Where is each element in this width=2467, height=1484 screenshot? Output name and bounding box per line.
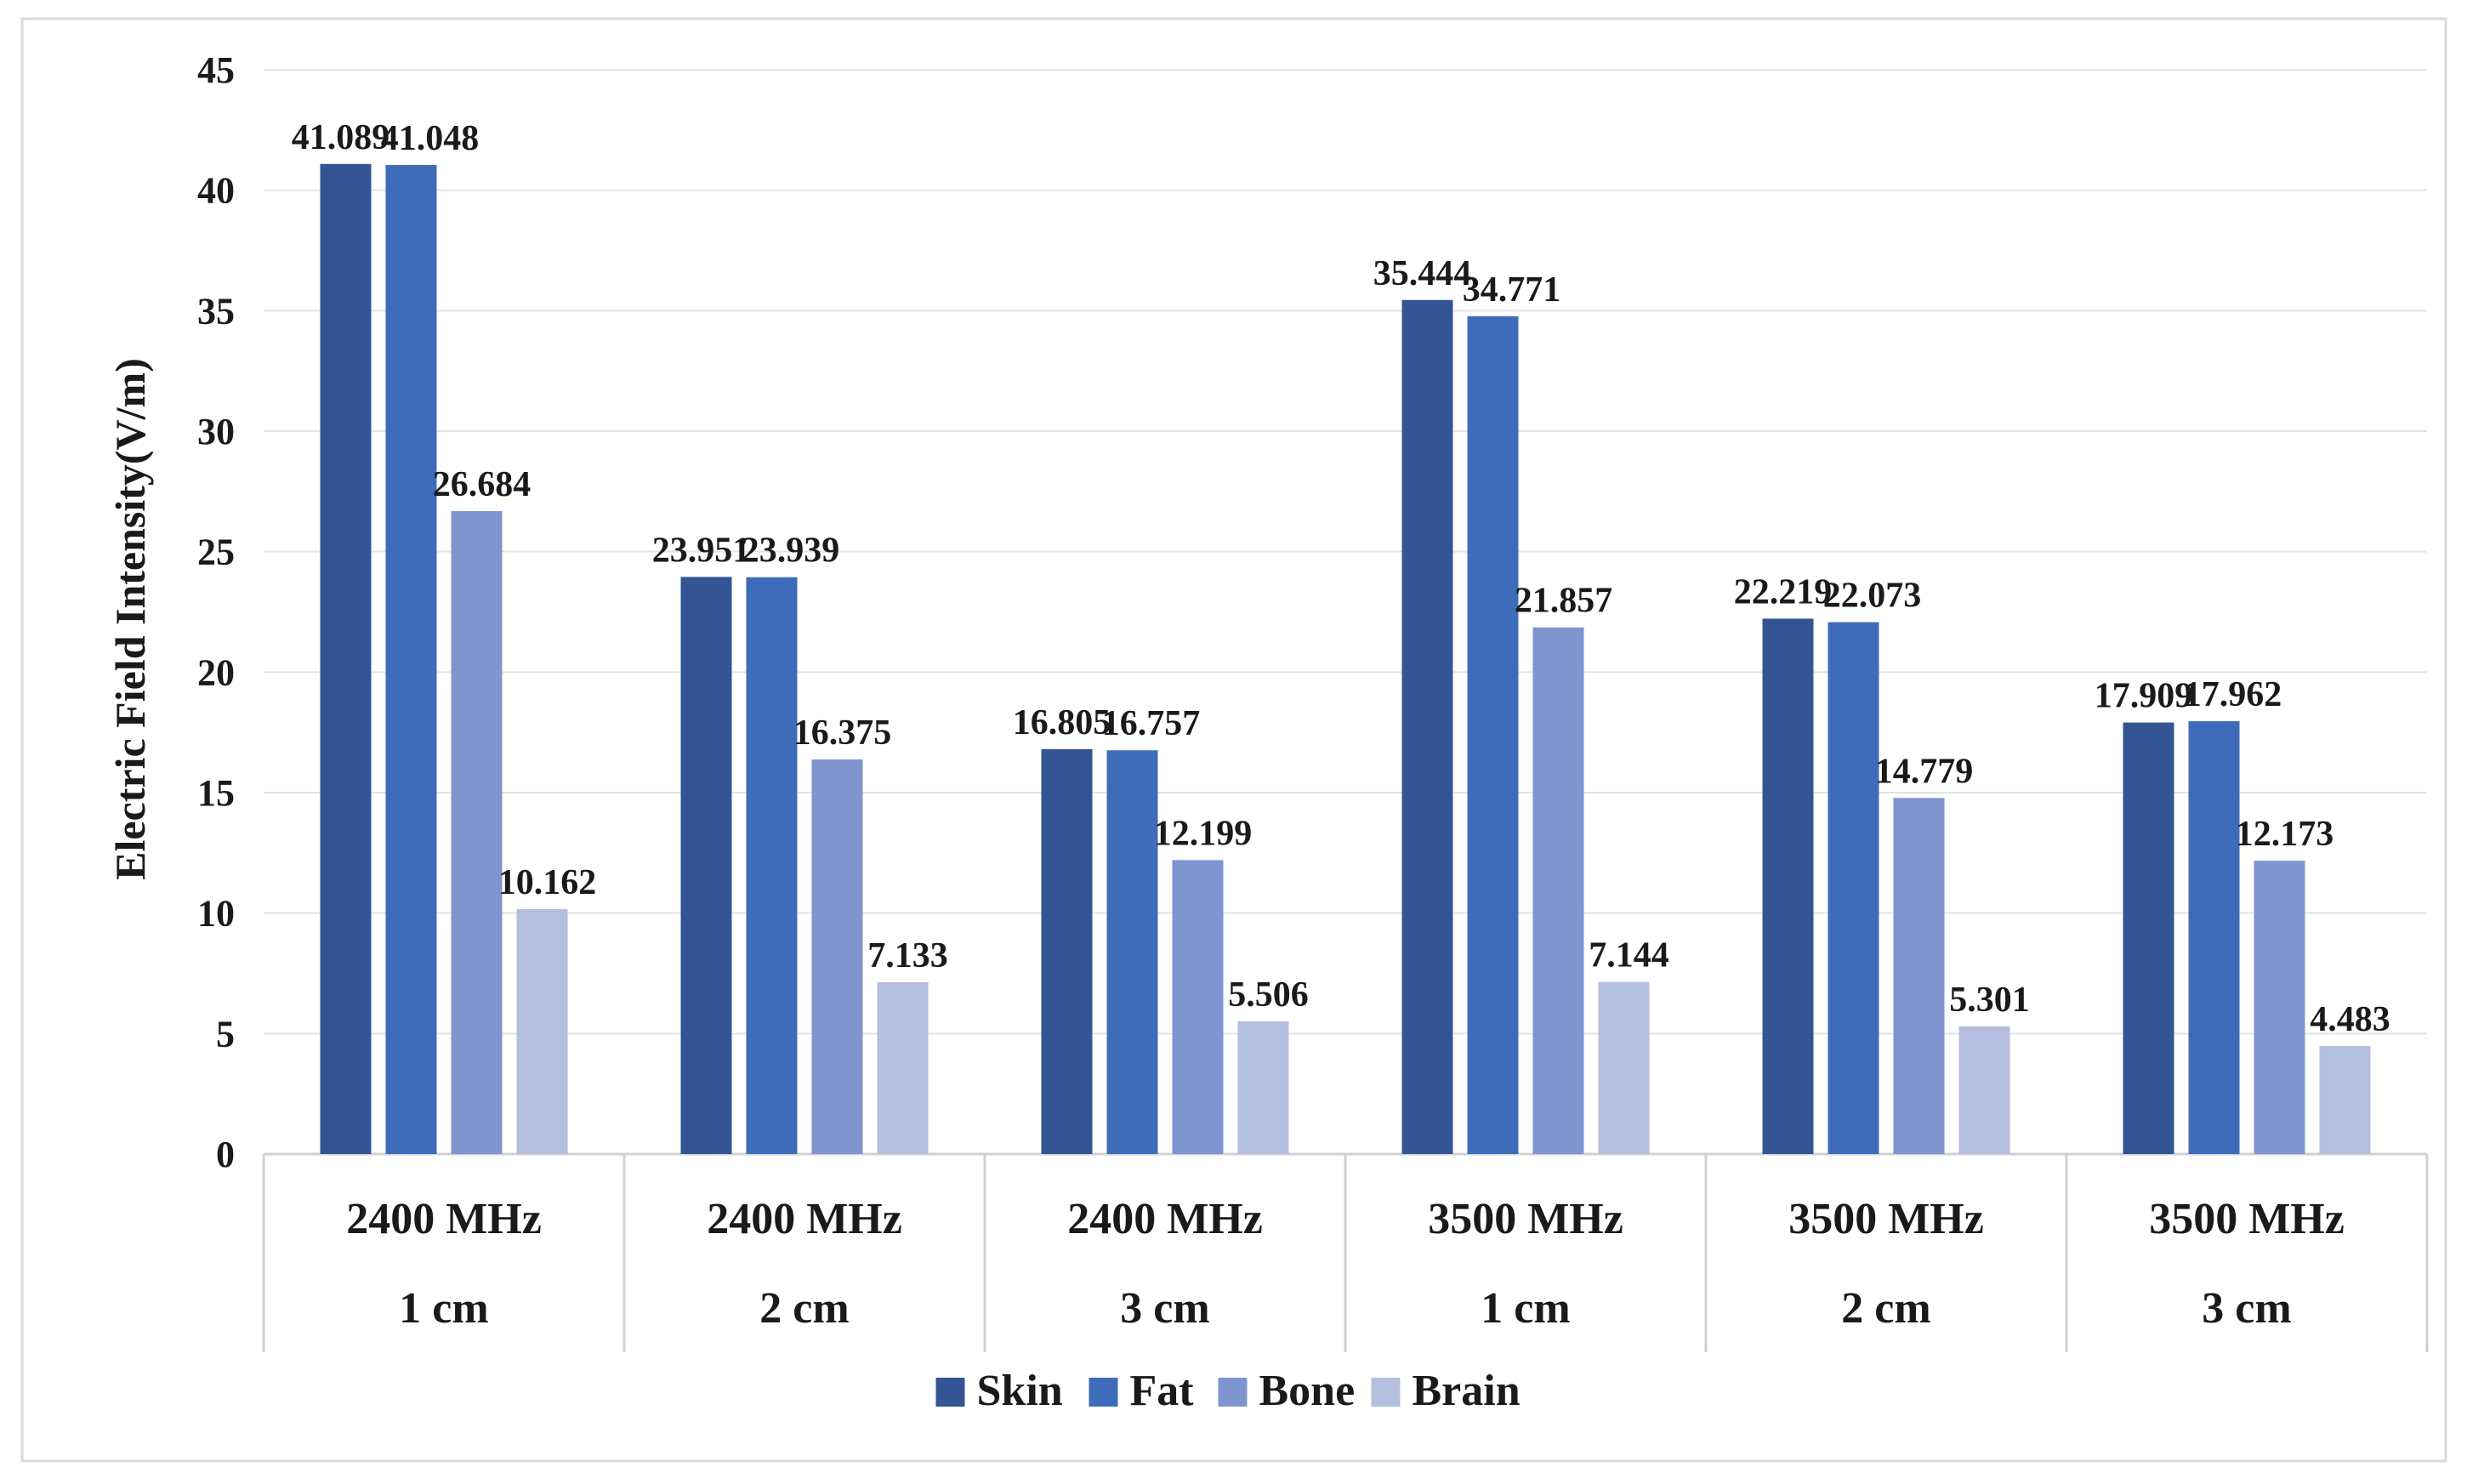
data-label-bone: 12.173: [2236, 815, 2334, 854]
data-label-fat: 23.939: [742, 532, 840, 571]
y-tick-label: 20: [197, 651, 235, 693]
data-label-brain: 7.133: [867, 936, 948, 975]
bars: [320, 163, 2371, 1155]
gridlines: [264, 69, 2427, 1035]
x-category-frequency-label: 2400 MHz: [707, 1195, 902, 1243]
bar-bone: [811, 759, 863, 1154]
legend-label: Brain: [1413, 1367, 1521, 1415]
data-label-bone: 16.375: [793, 714, 892, 753]
bar-fat: [1106, 750, 1158, 1154]
bar-bone: [1893, 798, 1945, 1154]
bar-skin: [1762, 618, 1814, 1154]
axes: 0 5 10 15 20 25 30 35 40 45 2400 MHz 1 cm 2400 MHz 2 …: [197, 49, 2429, 1352]
y-tick-label: 40: [197, 170, 235, 212]
bar-brain: [1237, 1021, 1289, 1154]
data-labels: 41.089 23.951 16.805 35.444 22.219 17.909 41.0…: [292, 118, 2390, 1039]
x-category-frequency-label: 3500 MHz: [2149, 1195, 2345, 1243]
legend-label: Skin: [977, 1367, 1063, 1415]
legend-item-brain: Brain: [1371, 1367, 1521, 1415]
y-tick-label: 0: [216, 1134, 235, 1175]
x-category-depth-label: 3 cm: [1120, 1284, 1209, 1333]
legend-item-fat: Fat: [1089, 1367, 1195, 1415]
bar-skin: [320, 163, 372, 1155]
data-label-brain: 4.483: [2310, 1000, 2390, 1039]
data-label-fat: 22.073: [1823, 577, 1922, 616]
bar-skin: [2123, 722, 2174, 1154]
bar-brain: [1598, 981, 1650, 1154]
y-tick-label: 10: [197, 893, 235, 935]
data-label-brain: 5.506: [1228, 975, 1309, 1015]
legend-item-skin: Skin: [935, 1367, 1063, 1415]
bar-brain: [877, 981, 929, 1154]
data-label-fat: 41.048: [381, 119, 480, 158]
bar-skin: [1041, 748, 1093, 1154]
x-category-depth-label: 3 cm: [2202, 1284, 2291, 1333]
legend-swatch: [1218, 1378, 1248, 1407]
legend-label: Fat: [1130, 1367, 1195, 1415]
legend-item-bone: Bone: [1218, 1367, 1356, 1415]
bar-fat: [1467, 316, 1519, 1154]
legend-label: Bone: [1259, 1367, 1356, 1415]
data-label-fat: 34.771: [1463, 270, 1561, 310]
bar-brain: [2319, 1045, 2371, 1154]
data-label-bone: 26.684: [433, 465, 531, 504]
y-tick-label: 5: [216, 1013, 235, 1055]
x-category-frequency-label: 2400 MHz: [1067, 1195, 1263, 1243]
bar-brain: [1958, 1026, 2010, 1154]
x-category-frequency-label: 2400 MHz: [346, 1195, 542, 1243]
y-tick-label: 45: [197, 49, 235, 91]
data-label-bone: 21.857: [1515, 582, 1613, 621]
data-label-skin: 41.089: [292, 118, 390, 157]
bar-bone: [1532, 627, 1584, 1154]
bar-bone: [1172, 860, 1224, 1154]
data-label-fat: 16.757: [1102, 704, 1201, 743]
x-category-frequency-label: 3500 MHz: [1788, 1195, 1984, 1243]
bar-bone: [2254, 861, 2305, 1154]
bar-bone: [451, 510, 503, 1154]
legend-swatch: [1089, 1378, 1118, 1407]
legend: Skin Fat Bone Brain: [935, 1367, 1521, 1415]
data-label-bone: 14.779: [1875, 752, 1974, 791]
data-label-skin: 16.805: [1013, 703, 1111, 742]
y-tick-label: 35: [197, 290, 235, 332]
y-tick-label: 30: [197, 411, 235, 452]
data-label-skin: 35.444: [1373, 254, 1472, 293]
data-label-brain: 10.162: [498, 863, 597, 902]
data-label-skin: 22.219: [1734, 572, 1833, 611]
x-category-depth-label: 2 cm: [1841, 1284, 1930, 1333]
legend-swatch: [1371, 1378, 1401, 1407]
bar-fat: [2188, 721, 2240, 1154]
legend-swatch: [935, 1378, 965, 1407]
x-category-depth-label: 1 cm: [399, 1284, 488, 1333]
x-category-depth-label: 2 cm: [759, 1284, 849, 1333]
data-label-fat: 17.962: [2184, 675, 2282, 714]
y-tick-label: 25: [197, 532, 235, 573]
y-tick-label: 15: [197, 772, 235, 814]
bar-fat: [385, 164, 437, 1154]
y-axis-title: Electric Field Intensity(V/m): [106, 358, 154, 880]
data-label-skin: 17.909: [2095, 677, 2193, 716]
x-category-frequency-label: 3500 MHz: [1428, 1195, 1623, 1243]
data-label-skin: 23.951: [652, 531, 751, 570]
bar-skin: [1401, 299, 1453, 1155]
data-label-bone: 12.199: [1154, 814, 1253, 853]
bar-brain: [516, 909, 568, 1154]
data-label-brain: 7.144: [1589, 936, 1669, 975]
bar-skin: [680, 577, 732, 1154]
bar-fat: [746, 577, 798, 1154]
bar-fat: [1828, 622, 1879, 1154]
data-label-brain: 5.301: [1949, 981, 2030, 1020]
x-category-depth-label: 1 cm: [1481, 1284, 1570, 1333]
